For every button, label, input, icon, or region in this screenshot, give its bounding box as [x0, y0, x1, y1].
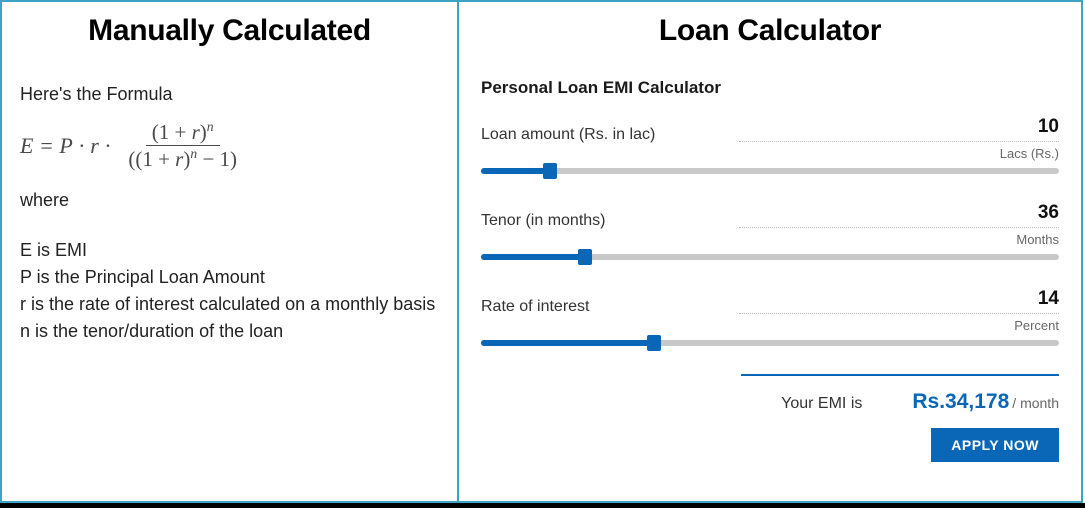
amount-value: 10 [1038, 116, 1059, 138]
tenor-slider-block: Tenor (in months) 36 Months [481, 202, 1059, 272]
def-r: r is the rate of interest calculated on … [20, 291, 439, 318]
amount-label: Loan amount (Rs. in lac) [481, 126, 655, 144]
rate-label: Rate of interest [481, 298, 590, 316]
def-e: E is EMI [20, 237, 439, 264]
tenor-slider-thumb[interactable] [578, 249, 592, 265]
amount-slider-block: Loan amount (Rs. in lac) 10 Lacs (Rs.) [481, 116, 1059, 186]
result-value-wrap: Rs.34,178/ month [912, 390, 1059, 414]
result-row: Your EMI is Rs.34,178/ month [481, 390, 1059, 414]
result-value: Rs.34,178 [912, 390, 1009, 413]
comparison-container: Manually Calculated Here's the Formula E… [0, 0, 1085, 508]
calculator-panel: Loan Calculator Personal Loan EMI Calcul… [457, 0, 1083, 503]
amount-slider-fill [481, 168, 550, 174]
result-divider [741, 374, 1059, 376]
formula-fraction: (1 + r)n ((1 + r)n − 1) [122, 119, 243, 172]
rate-slider-fill [481, 340, 654, 346]
apply-row: APPLY NOW [481, 428, 1059, 462]
result-label: Your EMI is [781, 395, 862, 413]
formula-intro: Here's the Formula [20, 84, 439, 105]
apply-now-button[interactable]: APPLY NOW [931, 428, 1059, 462]
amount-unit: Lacs (Rs.) [1000, 146, 1059, 163]
def-n: n is the tenor/duration of the loan [20, 318, 439, 345]
result-suffix: / month [1012, 395, 1059, 411]
emi-formula: E = P·r· (1 + r)n ((1 + r)n − 1) [20, 119, 439, 172]
definitions: E is EMI P is the Principal Loan Amount … [20, 237, 439, 345]
tenor-unit: Months [1016, 232, 1059, 249]
formula-lhs: E = P·r· [20, 133, 116, 159]
def-p: P is the Principal Loan Amount [20, 264, 439, 291]
rate-slider-block: Rate of interest 14 Percent [481, 288, 1059, 358]
calculator-title: Loan Calculator [481, 14, 1059, 48]
manual-panel: Manually Calculated Here's the Formula E… [0, 0, 459, 503]
where-label: where [20, 190, 439, 211]
tenor-slider[interactable] [481, 254, 1059, 260]
formula-numerator: (1 + r)n [146, 119, 220, 146]
tenor-value: 36 [1038, 202, 1059, 224]
rate-slider[interactable] [481, 340, 1059, 346]
calc-subtitle: Personal Loan EMI Calculator [481, 78, 1059, 98]
formula-denominator: ((1 + r)n − 1) [122, 146, 243, 172]
tenor-label: Tenor (in months) [481, 212, 606, 230]
rate-value: 14 [1038, 288, 1059, 310]
rate-slider-thumb[interactable] [647, 335, 661, 351]
amount-slider[interactable] [481, 168, 1059, 174]
tenor-slider-fill [481, 254, 585, 260]
manual-title: Manually Calculated [20, 14, 439, 48]
amount-slider-thumb[interactable] [543, 163, 557, 179]
rate-unit: Percent [1014, 318, 1059, 335]
